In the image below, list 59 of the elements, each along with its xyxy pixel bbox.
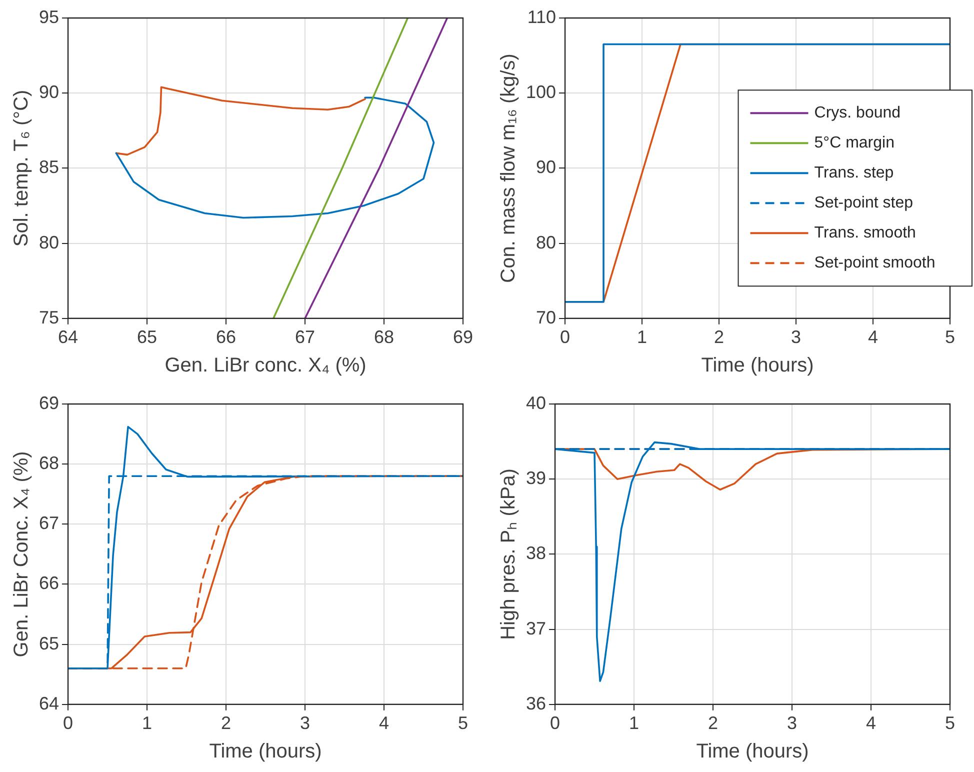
x-tick-label: 5 xyxy=(458,713,468,734)
x-tick-label: 4 xyxy=(378,713,390,734)
x-tick-label: 1 xyxy=(142,713,152,734)
y-tick-label: 38 xyxy=(526,543,546,564)
y-tick-label: 95 xyxy=(38,6,60,27)
legend-label: 5°C margin xyxy=(814,134,894,152)
legend-label: Trans. step xyxy=(814,164,894,182)
y-axis-title: Con. mass flow m₁₆ (kg/s) xyxy=(498,54,520,283)
x-tick-label: 3 xyxy=(791,327,802,348)
x-tick-label: 64 xyxy=(58,327,78,348)
x-tick-label: 66 xyxy=(216,327,236,348)
x-axis-title: Time (hours) xyxy=(209,740,322,763)
x-tick-label: 67 xyxy=(294,327,316,348)
x-axis-title: Time (hours) xyxy=(696,740,809,763)
y-tick-label: 39 xyxy=(526,468,546,488)
x-tick-label: 68 xyxy=(374,327,394,348)
y-tick-label: 65 xyxy=(38,633,60,654)
y-tick-label: 80 xyxy=(38,232,60,252)
y-tick-label: 110 xyxy=(527,6,556,27)
x-axis-title: Time (hours) xyxy=(701,354,814,377)
x-tick-label: 5 xyxy=(944,327,956,348)
y-axis-title: Gen. LiBr Conc. X₄ (%) xyxy=(10,451,33,658)
legend-label: Set-point step xyxy=(814,194,914,212)
x-tick-label: 2 xyxy=(714,327,724,348)
x-axis-title: Gen. LiBr conc. X₄ (%) xyxy=(164,354,366,377)
y-tick-label: 36 xyxy=(526,693,546,714)
x-tick-label: 4 xyxy=(866,713,876,734)
y-tick-label: 90 xyxy=(38,82,60,102)
x-tick-label: 0 xyxy=(63,713,74,734)
x-tick-label: 3 xyxy=(787,713,798,734)
x-tick-label: 65 xyxy=(137,327,158,348)
y-tick-label: 68 xyxy=(38,453,60,474)
x-tick-label: 0 xyxy=(550,713,560,734)
x-tick-label: 3 xyxy=(300,713,310,734)
y-tick-label: 40 xyxy=(526,392,546,413)
x-tick-label: 5 xyxy=(944,713,956,734)
y-tick-label: 37 xyxy=(526,618,546,638)
y-axis-title: High pres. Pₕ (kPa) xyxy=(498,468,520,640)
y-axis-title: Sol. temp. T₆ (°C) xyxy=(10,90,33,247)
legend-label: Set-point smooth xyxy=(814,254,936,272)
x-tick-label: 1 xyxy=(629,713,640,734)
y-tick-label: 69 xyxy=(38,392,60,413)
x-tick-label: 2 xyxy=(221,713,232,734)
y-tick-label: 67 xyxy=(38,513,60,534)
x-tick-label: 69 xyxy=(452,327,474,348)
y-tick-label: 66 xyxy=(38,573,60,594)
y-tick-label: 100 xyxy=(526,82,556,102)
x-tick-label: 2 xyxy=(708,713,718,734)
y-tick-label: 75 xyxy=(38,307,60,328)
y-tick-label: 64 xyxy=(38,693,60,714)
y-tick-label: 90 xyxy=(536,157,556,178)
y-tick-label: 80 xyxy=(536,232,556,252)
x-tick-label: 4 xyxy=(868,327,878,348)
x-tick-label: 1 xyxy=(637,327,648,348)
legend-label: Crys. bound xyxy=(814,104,901,122)
legend-label: Trans. smooth xyxy=(814,224,916,242)
y-tick-label: 85 xyxy=(38,157,60,178)
y-tick-label: 70 xyxy=(536,307,556,328)
x-tick-label: 0 xyxy=(560,327,570,348)
